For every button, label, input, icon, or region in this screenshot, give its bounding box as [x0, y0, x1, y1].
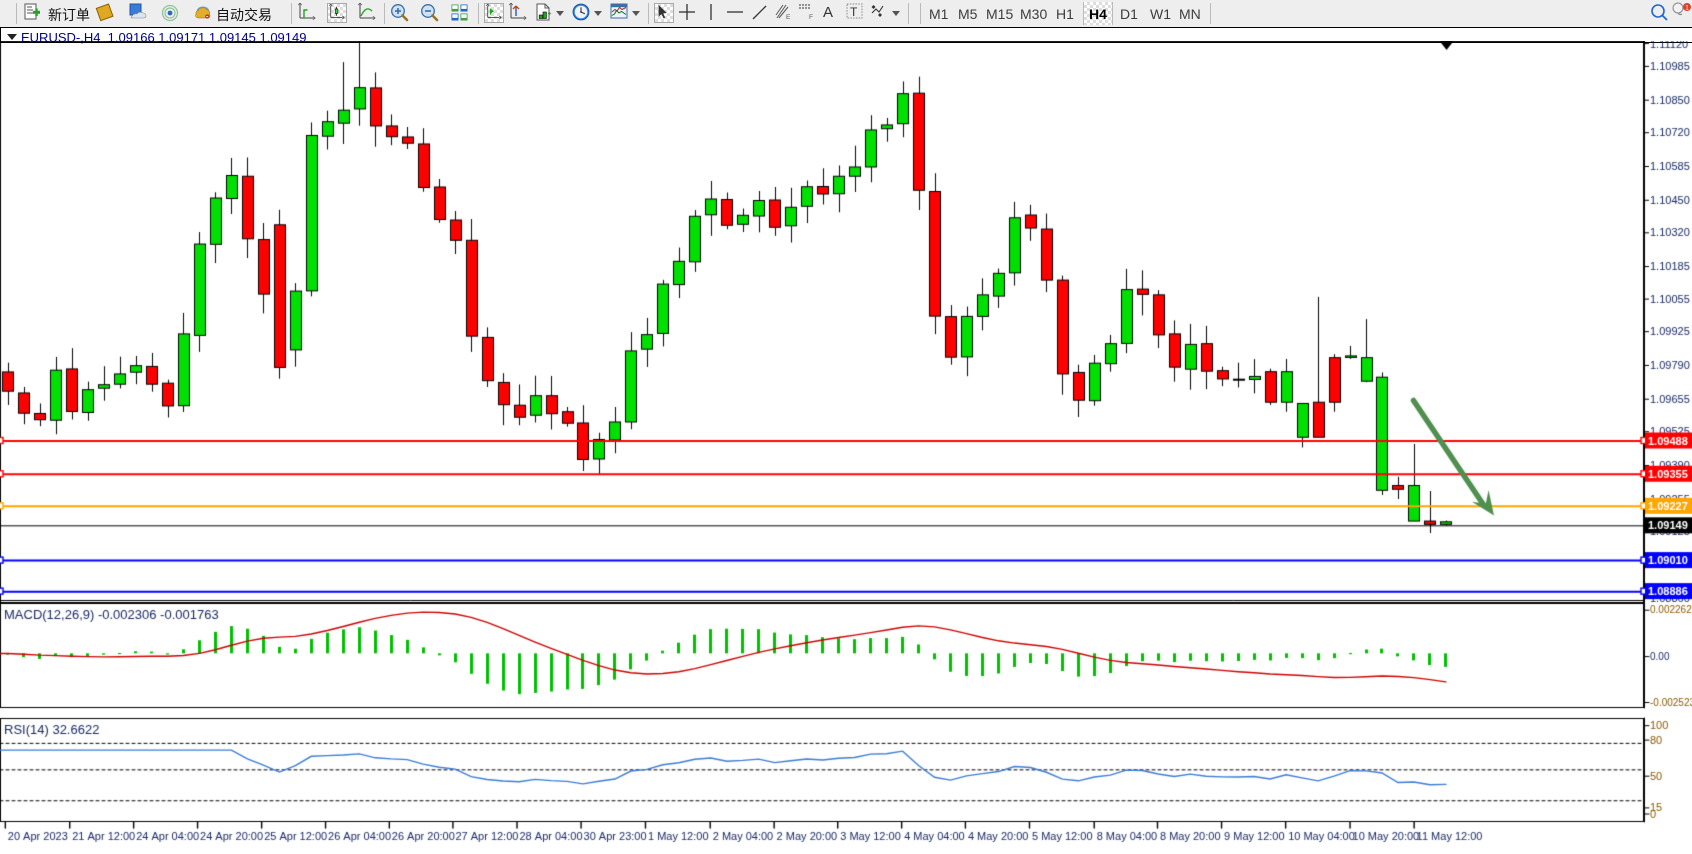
svg-text:T: T	[850, 5, 858, 19]
svg-text:E: E	[786, 14, 791, 21]
svg-text:F: F	[809, 14, 813, 21]
svg-text:A: A	[823, 4, 833, 21]
